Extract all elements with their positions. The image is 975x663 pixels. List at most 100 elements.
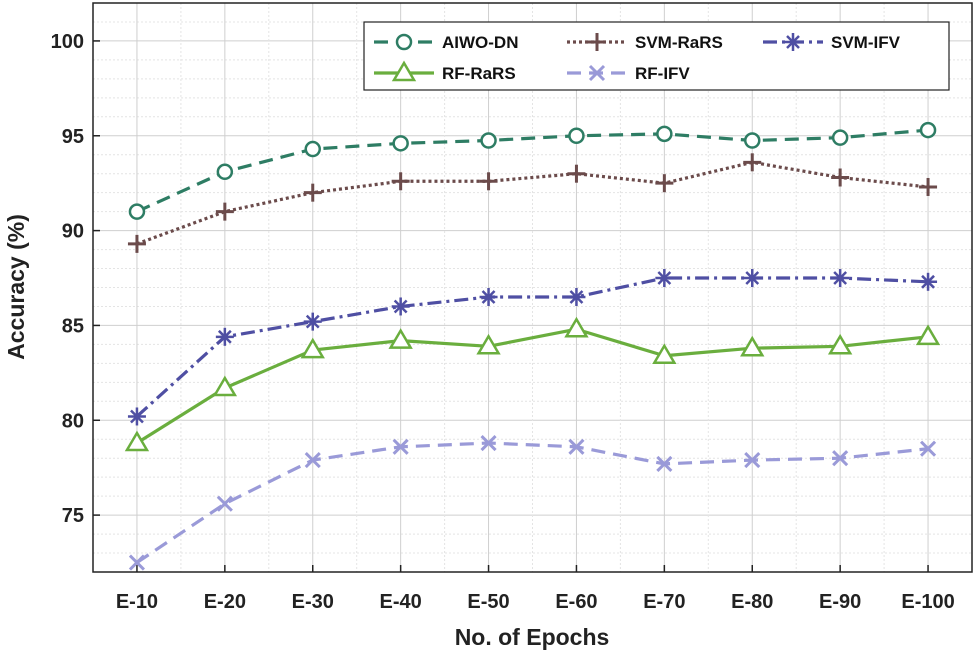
data-point-svm-rars [215, 202, 234, 221]
data-point-aiwo-dn [744, 132, 761, 149]
data-point-rf-ifv [216, 495, 233, 512]
data-point-svm-rars [831, 168, 850, 187]
data-point-svm-ifv-d2 [569, 290, 584, 304]
data-point-rf-rars [212, 375, 238, 397]
data-point-rf-ifv-d2 [568, 438, 585, 455]
data-point-rf-rars [740, 335, 765, 357]
data-point-rf-ifv [568, 438, 585, 455]
data-point-svm-ifv [919, 272, 938, 291]
data-point-svm-ifv [391, 297, 410, 316]
y-tick-label: 75 [62, 505, 84, 527]
legend: AIWO-DN SVM-RaRS SVM-IFV RF-RaRS RF-IFV [363, 21, 950, 91]
x-tick-label: E-40 [380, 591, 422, 613]
series-line-rf-rars [136, 327, 929, 445]
data-point-svm-ifv-d2 [657, 271, 672, 285]
x-tick-label: E-70 [643, 591, 685, 613]
data-point-aiwo-dn [656, 125, 673, 143]
data-point-svm-rars [567, 164, 586, 183]
x-tick-label: E-80 [731, 591, 773, 613]
series-rf-ifv [128, 434, 937, 571]
legend-entry-svm-ifv: SVM-IFV [763, 33, 901, 52]
data-point-rf-rars [564, 316, 589, 338]
y-axis-title: Accuracy (%) [3, 214, 29, 360]
data-point-svm-rars [655, 174, 674, 193]
data-point-rf-rars [388, 328, 413, 349]
data-point-aiwo-dn [304, 140, 321, 158]
data-point-svm-ifv [479, 287, 498, 306]
legend-label-svm-rars: SVM-RaRS [635, 33, 723, 52]
data-point-aiwo-dn [128, 203, 146, 220]
data-point-svm-rars [919, 177, 938, 196]
legend-label-rf-ifv: RF-IFV [635, 64, 690, 83]
series-rf-rars [124, 316, 941, 452]
data-point-svm-ifv [831, 269, 850, 288]
data-point-rf-ifv [128, 554, 146, 571]
data-point-rf-ifv-d2 [216, 495, 233, 512]
data-point-svm-rars [303, 183, 322, 202]
series-line-rf-ifv [136, 441, 929, 564]
data-point-rf-ifv [480, 434, 497, 452]
data-point-svm-ifv-d2 [393, 299, 408, 314]
data-point-rf-ifv-d2 [304, 452, 321, 469]
data-point-svm-ifv-d2 [921, 274, 935, 289]
y-tick-label: 95 [62, 126, 84, 148]
data-point-svm-rars [479, 172, 498, 191]
x-tick-label: E-60 [555, 591, 597, 613]
data-point-svm-ifv [127, 407, 146, 426]
series-line-svm-ifv [135, 276, 929, 418]
x-tick-label: E-90 [819, 591, 861, 613]
data-point-rf-ifv [919, 440, 937, 457]
axis-ticks: 75 80 85 90 95 100 E-10 E-20 E-30 E-40 E-50 E-60 E-7… [51, 31, 955, 613]
data-point-svm-ifv [215, 327, 234, 346]
data-point-rf-rars [827, 333, 853, 355]
data-point-rf-rars [124, 430, 150, 452]
legend-label-aiwo-dn: AIWO-DN [442, 33, 518, 52]
x-tick-label: E-20 [204, 591, 246, 613]
data-point-rf-ifv [656, 455, 673, 472]
data-point-svm-ifv-d2 [130, 409, 144, 424]
data-point-svm-ifv-d2 [833, 271, 848, 285]
data-point-rf-ifv-d2 [832, 450, 849, 467]
data-point-aiwo-dn [919, 121, 937, 139]
x-tick-label: E-100 [901, 591, 954, 613]
series-lines [124, 121, 941, 571]
legend-marker-svm-ifv-d2 [786, 35, 800, 49]
data-point-rf-rars [652, 343, 677, 365]
data-point-rf-ifv [832, 450, 849, 467]
series-line-aiwo-dn [136, 128, 929, 214]
data-point-svm-ifv [655, 269, 674, 288]
data-point-rf-ifv-d2 [744, 452, 761, 469]
plot-frame [92, 2, 973, 573]
x-tick-label: E-50 [467, 591, 509, 613]
legend-label-svm-ifv: SVM-IFV [831, 33, 901, 52]
data-point-aiwo-dn [480, 132, 497, 149]
data-point-rf-ifv-d2 [480, 434, 497, 452]
data-point-svm-ifv [743, 269, 762, 288]
legend-marker-rf-ifv [588, 64, 606, 82]
data-point-rf-rars [915, 324, 941, 346]
data-point-aiwo-dn [392, 135, 409, 152]
legend-entry-rf-rars: RF-RaRS [374, 60, 516, 83]
x-tick-label: E-10 [116, 591, 158, 613]
x-axis-title: No. of Epochs [455, 624, 610, 650]
legend-entry-rf-ifv: RF-IFV [567, 64, 690, 83]
legend-label-rf-rars: RF-RaRS [442, 64, 516, 83]
legend-marker-rf-rars [391, 60, 417, 82]
data-point-aiwo-dn [831, 129, 849, 146]
legend-marker-svm-ifv [784, 33, 802, 51]
data-point-svm-ifv-d2 [217, 329, 232, 344]
data-point-svm-ifv-d2 [745, 271, 760, 285]
x-tick-label: E-30 [292, 591, 334, 613]
y-tick-label: 100 [51, 31, 84, 53]
series-line-svm-rars [136, 160, 929, 246]
y-tick-label: 85 [62, 315, 84, 337]
data-point-rf-ifv-d2 [392, 438, 409, 455]
data-point-rf-ifv-d2 [128, 554, 146, 571]
legend-marker-svm-rars [588, 33, 606, 51]
data-point-svm-ifv [303, 312, 322, 331]
data-point-rf-rars [300, 337, 325, 359]
data-point-rf-ifv [304, 452, 321, 469]
legend-entry-svm-rars: SVM-RaRS [567, 33, 723, 52]
